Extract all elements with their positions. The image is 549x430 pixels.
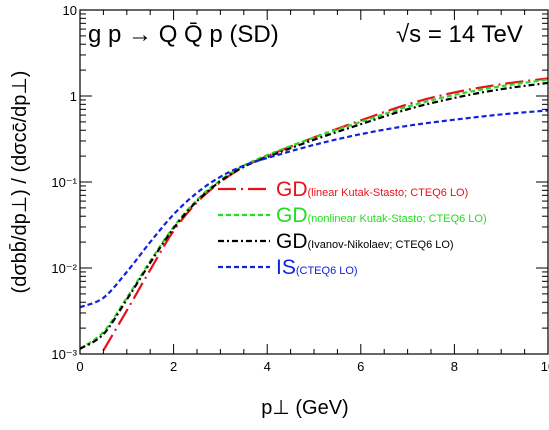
x-axis: 0 2 4 6 8 10 [76, 10, 549, 374]
y-axis-label: (dσbb̄/dp⊥) / (dσcc̄/dp⊥) [8, 71, 31, 294]
x-tick-label: 6 [357, 359, 364, 374]
series-line-2 [80, 81, 548, 350]
series-curves [80, 77, 548, 351]
x-axis-label: p⊥ (GeV) [261, 397, 348, 419]
legend-label-3: IS(CTEQ6 LO) [276, 256, 358, 279]
y-tick-label: 10 [63, 3, 77, 18]
legend-label-0: GD(linear Kutak-Stasto; CTEQ6 LO) [276, 178, 468, 201]
legend-label-1: GD(nonlinear Kutak-Stasto; CTEQ6 LO) [276, 204, 487, 227]
x-tick-label: 8 [451, 359, 458, 374]
y-tick-label: 10⁻² [51, 261, 77, 276]
legend: GD(linear Kutak-Stasto; CTEQ6 LO) GD(nonl… [218, 178, 487, 279]
series-line-3 [80, 109, 548, 309]
chart-title: g p → Q Q̄ p (SD) [88, 21, 279, 48]
x-tick-label: 10 [541, 359, 549, 374]
x-tick-label: 2 [170, 359, 177, 374]
x-tick-label: 4 [264, 359, 271, 374]
y-tick-label: 10⁻¹ [51, 175, 77, 190]
y-axis: 10⁻³ 10⁻² 10⁻¹ 1 10 [51, 3, 548, 362]
legend-label-2: GD(Ivanov-Nikolaev; CTEQ6 LO) [276, 230, 454, 253]
y-tick-label: 1 [70, 89, 77, 104]
energy-label: √s = 14 TeV [396, 21, 523, 48]
x-tick-label: 0 [76, 359, 83, 374]
y-tick-label: 10⁻³ [51, 347, 77, 362]
plot-frame [79, 9, 549, 355]
